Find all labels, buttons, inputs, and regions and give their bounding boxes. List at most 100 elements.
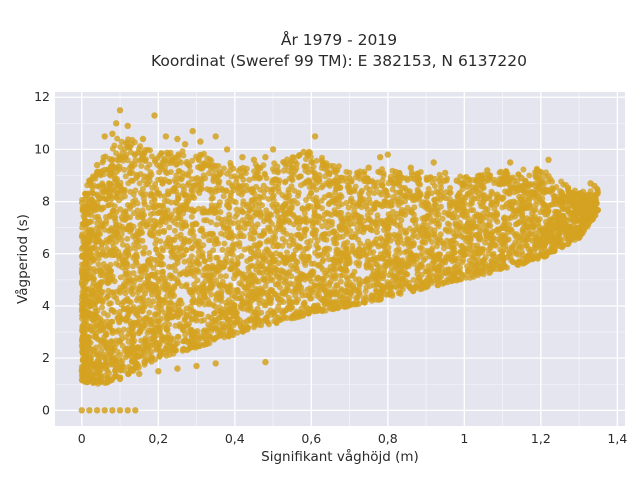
data-point bbox=[279, 242, 286, 249]
data-point bbox=[113, 260, 120, 267]
data-point bbox=[449, 214, 456, 221]
data-point bbox=[565, 184, 572, 191]
data-point bbox=[139, 154, 146, 160]
data-point bbox=[145, 204, 152, 211]
data-point bbox=[178, 270, 185, 277]
data-point bbox=[202, 273, 209, 280]
data-point bbox=[427, 226, 434, 233]
data-point bbox=[93, 225, 100, 232]
data-point bbox=[326, 200, 333, 207]
data-point bbox=[83, 276, 90, 283]
data-point bbox=[390, 179, 396, 186]
data-point bbox=[416, 264, 423, 271]
data-point bbox=[141, 244, 148, 251]
data-point bbox=[213, 202, 220, 209]
data-point bbox=[185, 180, 192, 187]
data-point bbox=[426, 276, 433, 283]
data-point bbox=[580, 188, 587, 195]
data-point bbox=[195, 254, 202, 261]
data-point bbox=[135, 353, 142, 360]
data-point bbox=[355, 262, 362, 269]
data-point bbox=[469, 219, 476, 226]
data-point bbox=[389, 186, 396, 193]
data-point bbox=[153, 246, 160, 253]
data-point bbox=[371, 254, 377, 261]
data-point bbox=[114, 135, 121, 142]
data-point bbox=[535, 193, 542, 200]
data-point bbox=[269, 166, 276, 172]
chart-title-line-2: Koordinat (Sweref 99 TM): E 382153, N 61… bbox=[151, 52, 527, 70]
data-point bbox=[455, 223, 462, 230]
data-point bbox=[383, 240, 390, 246]
data-point bbox=[225, 179, 232, 186]
data-point bbox=[536, 216, 543, 222]
data-point bbox=[120, 210, 127, 217]
data-point bbox=[213, 254, 220, 261]
data-point bbox=[89, 288, 96, 294]
data-point bbox=[215, 181, 222, 187]
data-point bbox=[220, 328, 227, 335]
chart-title-line-1: År 1979 - 2019 bbox=[281, 30, 397, 49]
data-point bbox=[238, 253, 245, 259]
data-point bbox=[114, 348, 121, 355]
data-point bbox=[209, 231, 216, 238]
data-point bbox=[208, 190, 215, 196]
data-point bbox=[343, 281, 350, 287]
data-point bbox=[532, 230, 539, 237]
data-point bbox=[333, 250, 340, 257]
data-point bbox=[121, 367, 128, 374]
data-point bbox=[215, 320, 222, 326]
data-point bbox=[108, 341, 115, 348]
data-point bbox=[525, 231, 532, 238]
data-point bbox=[361, 171, 367, 177]
data-point bbox=[569, 217, 576, 224]
data-point bbox=[130, 191, 137, 198]
data-point bbox=[106, 155, 113, 162]
data-point bbox=[270, 310, 277, 317]
data-point bbox=[274, 163, 281, 170]
data-point bbox=[167, 275, 174, 282]
data-point bbox=[100, 351, 107, 358]
data-point bbox=[164, 335, 171, 342]
data-point bbox=[383, 291, 390, 298]
data-point bbox=[406, 225, 413, 232]
data-point bbox=[519, 237, 526, 244]
data-point bbox=[157, 238, 164, 245]
data-point bbox=[172, 254, 179, 261]
data-point bbox=[414, 170, 421, 177]
data-point bbox=[259, 232, 265, 239]
data-point bbox=[429, 239, 436, 246]
data-point bbox=[402, 185, 408, 191]
data-point bbox=[476, 218, 483, 225]
data-point bbox=[332, 189, 339, 196]
data-point bbox=[378, 191, 385, 198]
data-point bbox=[152, 240, 159, 247]
data-point bbox=[348, 233, 355, 240]
data-point bbox=[409, 217, 416, 224]
data-point bbox=[102, 365, 109, 372]
data-point bbox=[318, 264, 325, 270]
data-point bbox=[173, 308, 180, 315]
data-point bbox=[207, 282, 214, 289]
data-point bbox=[579, 209, 586, 215]
data-point bbox=[505, 215, 511, 222]
data-point bbox=[282, 194, 289, 201]
data-point bbox=[310, 182, 316, 189]
data-point bbox=[440, 245, 447, 252]
data-point bbox=[131, 241, 138, 248]
data-point bbox=[161, 229, 167, 235]
data-point bbox=[251, 252, 257, 259]
data-point bbox=[394, 196, 401, 202]
data-point bbox=[263, 315, 270, 322]
data-point bbox=[345, 253, 352, 260]
data-point bbox=[594, 189, 601, 196]
data-point bbox=[393, 256, 400, 262]
data-point bbox=[117, 144, 124, 151]
data-point bbox=[453, 214, 460, 221]
data-point bbox=[240, 188, 247, 195]
data-point bbox=[437, 251, 444, 258]
data-point bbox=[246, 214, 253, 221]
data-point bbox=[164, 160, 171, 167]
data-point bbox=[127, 170, 133, 177]
data-point bbox=[314, 287, 321, 294]
